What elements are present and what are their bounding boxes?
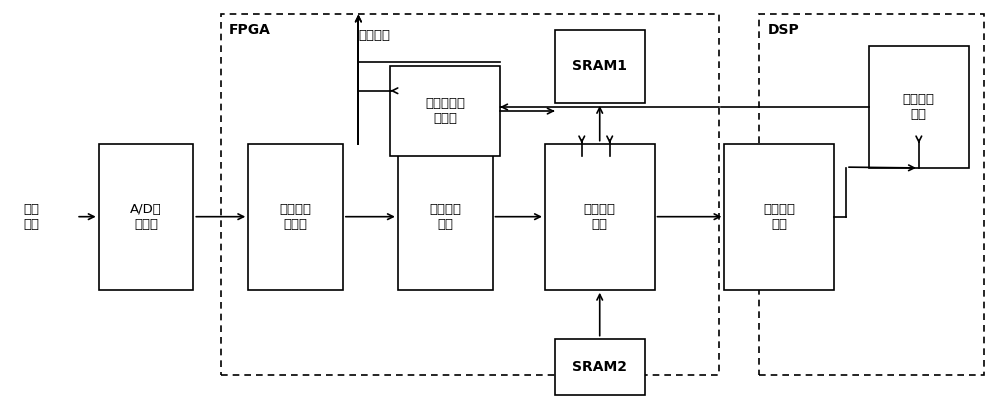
- Bar: [759, 13, 984, 375]
- Bar: [248, 144, 343, 290]
- Bar: [390, 66, 500, 156]
- Bar: [545, 144, 655, 290]
- Text: 同步脉冲: 同步脉冲: [358, 29, 390, 43]
- Text: 重频调整
单元: 重频调整 单元: [903, 93, 935, 121]
- Text: SRAM1: SRAM1: [572, 59, 627, 73]
- Text: 脉冲积累
单元: 脉冲积累 单元: [584, 203, 616, 231]
- Bar: [398, 144, 493, 290]
- Text: 目标检测
单元: 目标检测 单元: [763, 203, 795, 231]
- Bar: [869, 46, 969, 168]
- Bar: [555, 339, 645, 396]
- Bar: [724, 144, 834, 290]
- Text: DSP: DSP: [767, 23, 799, 37]
- Text: 中频
信号: 中频 信号: [23, 203, 39, 231]
- Text: 数字下变
频单元: 数字下变 频单元: [280, 203, 312, 231]
- Text: SRAM2: SRAM2: [572, 360, 627, 374]
- Text: A/D采
样单元: A/D采 样单元: [130, 203, 162, 231]
- Text: 脉冲压缩
单元: 脉冲压缩 单元: [429, 203, 461, 231]
- Text: 帧间切换控
制单元: 帧间切换控 制单元: [425, 97, 465, 125]
- Text: FPGA: FPGA: [229, 23, 271, 37]
- Bar: [555, 30, 645, 103]
- Bar: [99, 144, 193, 290]
- Bar: [221, 13, 719, 375]
